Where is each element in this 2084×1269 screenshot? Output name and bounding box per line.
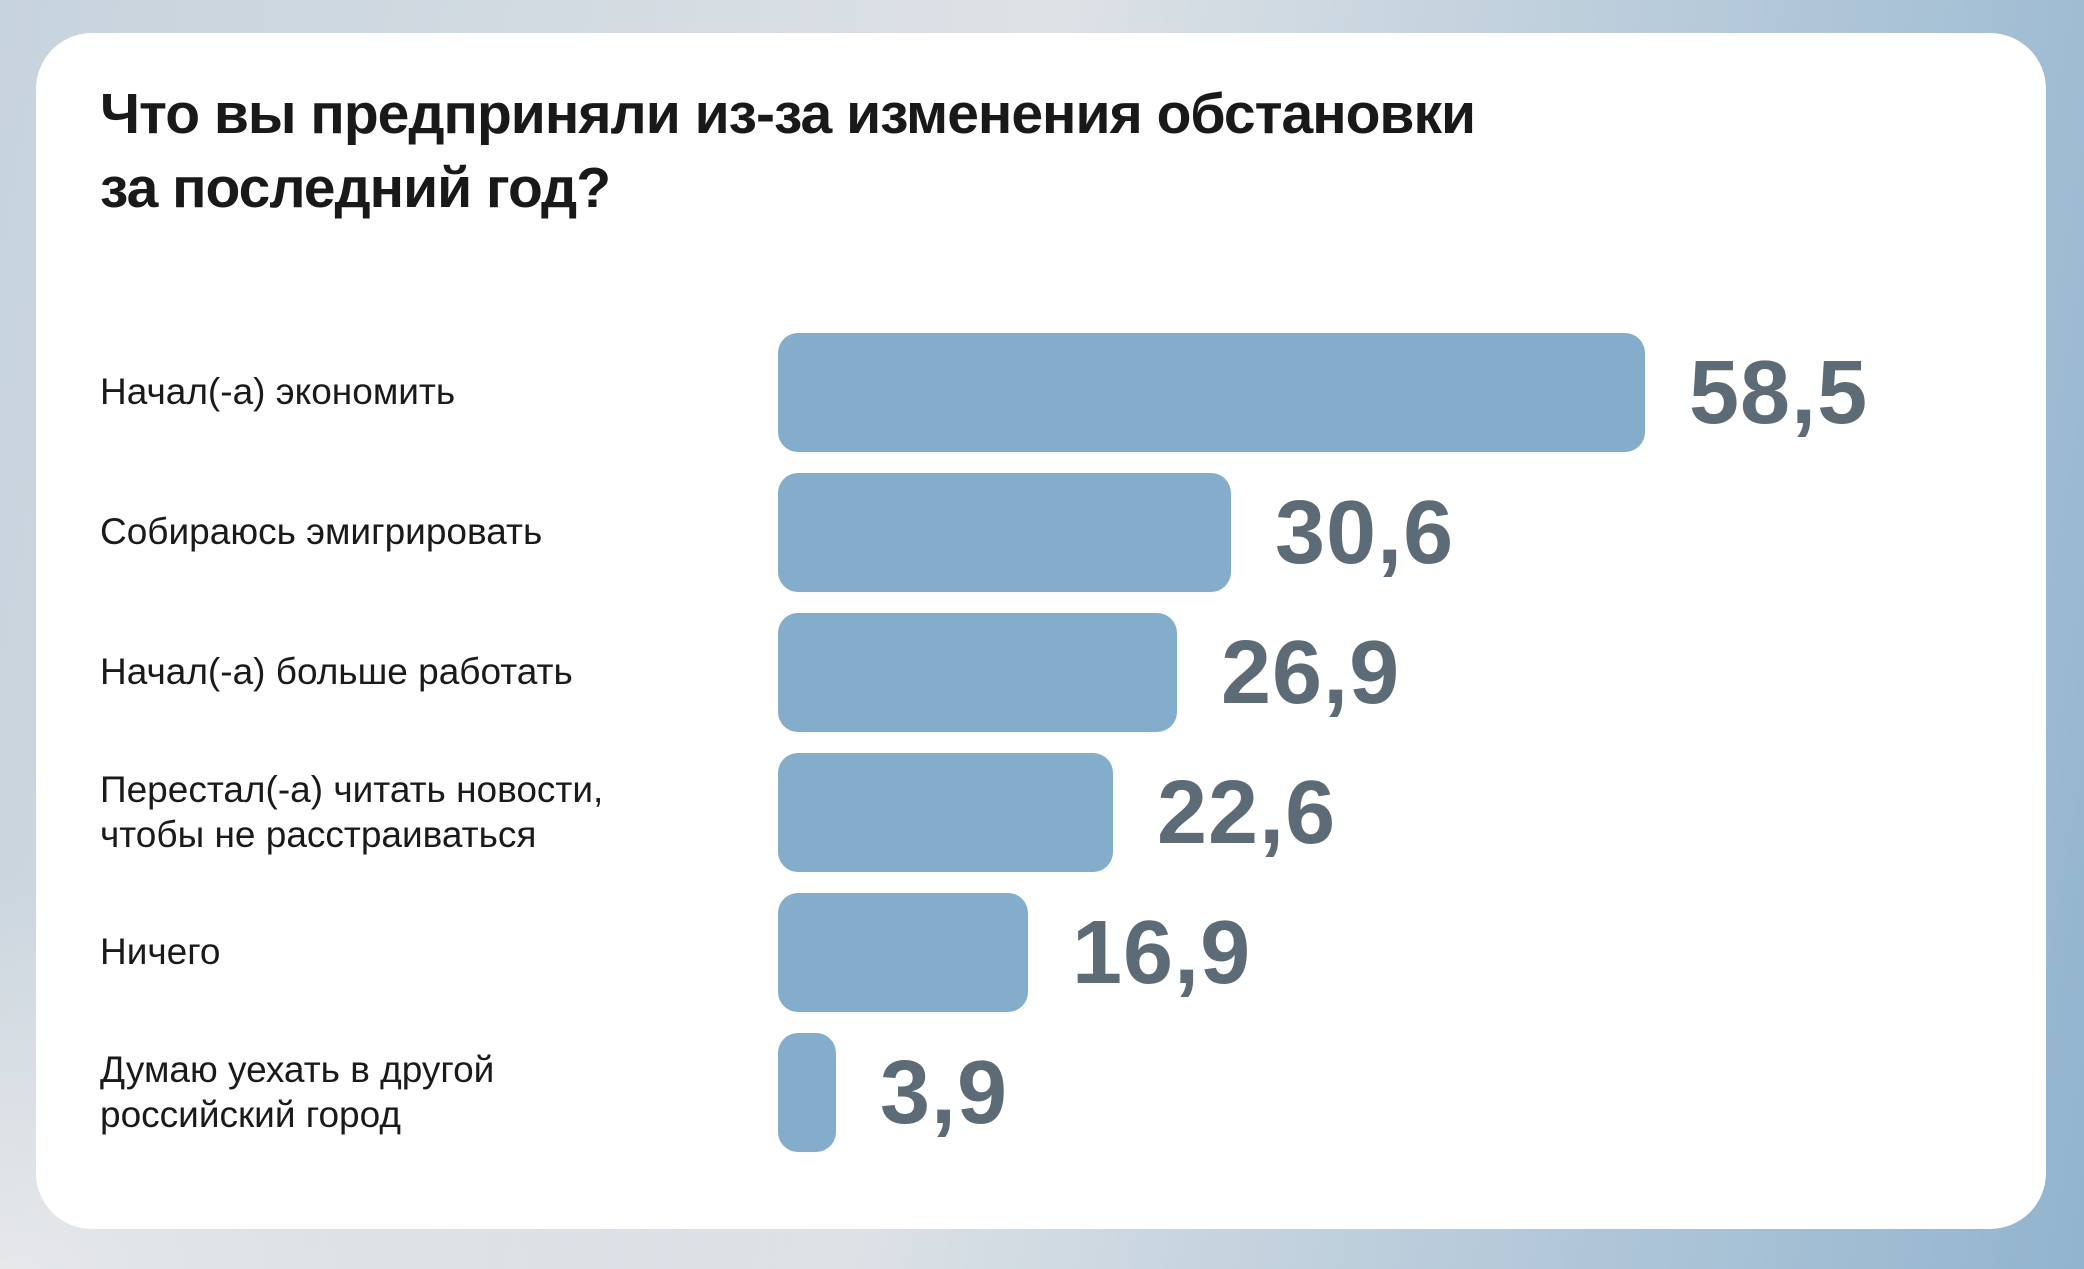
bar xyxy=(778,1033,836,1152)
value-label: 3,9 xyxy=(880,1042,1009,1143)
category-label: Начал(-а) больше работать xyxy=(100,651,573,693)
category-label: Перестал(-а) читать новости, чтобы не ра… xyxy=(100,769,604,855)
chart-row: Начал(-а) больше работать 26,9 xyxy=(36,613,2046,732)
value-label: 16,9 xyxy=(1072,902,1252,1003)
chart-row: Собираюсь эмигрировать 30,6 xyxy=(36,473,2046,592)
category-label: Начал(-а) экономить xyxy=(100,371,456,413)
chart-title-line-2: за последний год? xyxy=(100,156,611,221)
chart-row: Ничего 16,9 xyxy=(36,893,2046,1012)
chart-row: Перестал(-а) читать новости, чтобы не ра… xyxy=(36,753,2046,872)
category-label: Думаю уехать в другой российский город xyxy=(100,1049,495,1135)
bar xyxy=(778,753,1113,872)
category-label: Собираюсь эмигрировать xyxy=(100,511,543,553)
chart-row: Думаю уехать в другой российский город 3,… xyxy=(36,1033,2046,1152)
bar-rows: Начал(-а) экономить 58,5 Собираюсь эмигрир… xyxy=(36,333,2046,1152)
category-label: Ничего xyxy=(100,931,221,973)
bar xyxy=(778,473,1231,592)
bar xyxy=(778,333,1645,452)
chart-row: Начал(-а) экономить 58,5 xyxy=(36,333,2046,452)
bar xyxy=(778,893,1028,1012)
value-label: 30,6 xyxy=(1275,482,1455,583)
bar xyxy=(778,613,1177,732)
value-label: 26,9 xyxy=(1221,622,1401,723)
chart-title: Что вы предприняли из-за изменения обста… xyxy=(100,77,1476,225)
chart-title-line-1: Что вы предприняли из-за изменения обста… xyxy=(100,82,1476,146)
value-label: 22,6 xyxy=(1157,762,1337,863)
chart-card: Что вы предприняли из-за изменения обста… xyxy=(36,33,2046,1229)
value-label: 58,5 xyxy=(1689,342,1869,443)
